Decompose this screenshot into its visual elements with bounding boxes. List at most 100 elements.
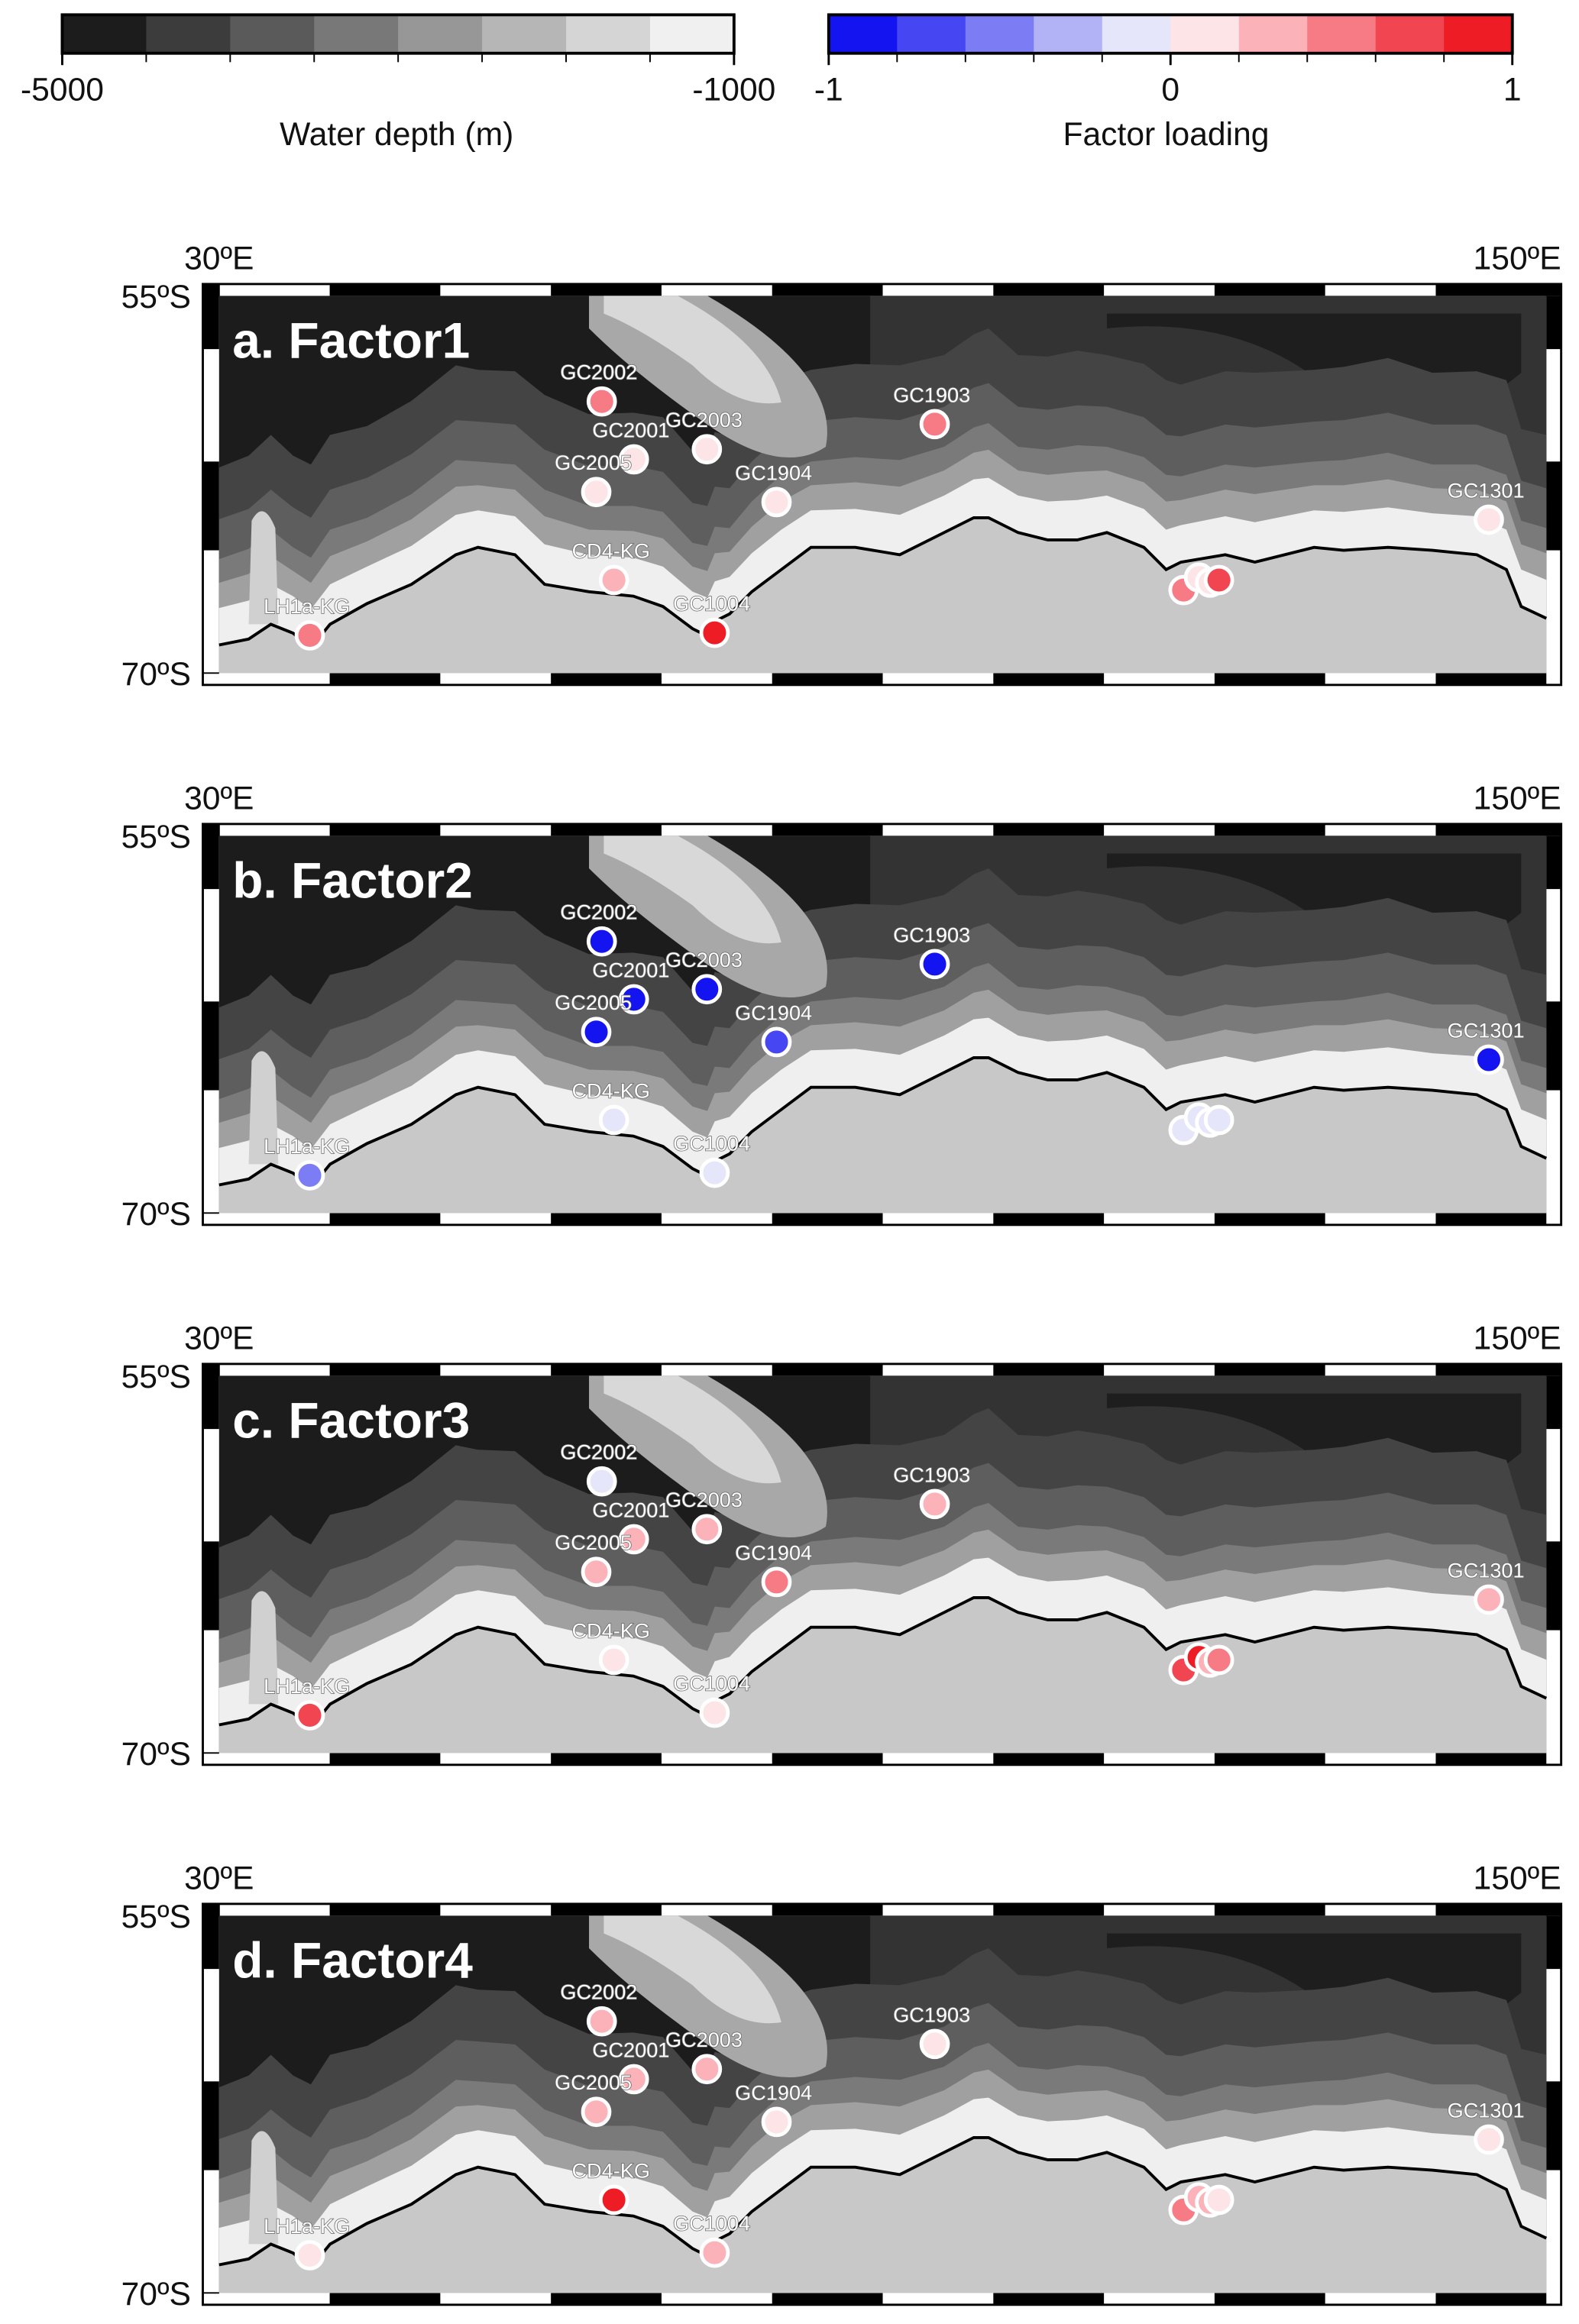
station-marker bbox=[598, 1644, 629, 1676]
colorbar-frame bbox=[60, 13, 736, 55]
station-marker bbox=[761, 486, 792, 518]
peninsula bbox=[248, 511, 279, 625]
panel-title: a. Factor1 bbox=[232, 312, 470, 369]
x-tick-label: 30ºE bbox=[184, 241, 254, 277]
station-marker bbox=[691, 434, 723, 465]
station-label: GC2001 bbox=[592, 2038, 669, 2061]
frame-segment bbox=[1546, 296, 1561, 350]
station-label: GC1004 bbox=[673, 1672, 750, 1695]
frame-segment bbox=[1546, 1001, 1561, 1091]
frame-segment bbox=[772, 1363, 883, 1376]
frame-segment bbox=[329, 1903, 441, 1916]
station-marker bbox=[699, 1157, 730, 1188]
frame-segment bbox=[772, 823, 883, 836]
station-marker bbox=[1203, 2184, 1234, 2216]
station-label: GC2002 bbox=[560, 1440, 637, 1464]
frame-segment bbox=[202, 2081, 219, 2170]
frame-segment bbox=[1546, 283, 1561, 296]
coastline bbox=[218, 2136, 1548, 2271]
station-marker bbox=[691, 2054, 723, 2085]
station-marker bbox=[598, 564, 629, 596]
x-tick-label: 150ºE bbox=[1474, 1320, 1561, 1357]
station-marker bbox=[581, 1017, 612, 1048]
station-label: GC1904 bbox=[735, 461, 812, 484]
panel-title: c. Factor3 bbox=[232, 1392, 470, 1449]
colorbar-bin bbox=[314, 15, 399, 53]
coastline bbox=[218, 1056, 1548, 1191]
station-label: GC2001 bbox=[592, 1498, 669, 1521]
station-label: LH1a-KG bbox=[264, 594, 350, 618]
colorbar-bin bbox=[1444, 15, 1513, 53]
station-label: LH1a-KG bbox=[264, 2214, 350, 2238]
frame-segment bbox=[1214, 2293, 1325, 2305]
frame-segment bbox=[1435, 673, 1547, 685]
station-marker bbox=[1203, 1644, 1234, 1676]
frame-segment bbox=[551, 673, 662, 685]
x-tick-label: 30ºE bbox=[184, 781, 254, 817]
frame-segment bbox=[1435, 1903, 1547, 1916]
station-marker bbox=[586, 1466, 617, 1497]
frame-segment bbox=[202, 823, 219, 836]
frame-segment bbox=[993, 2293, 1105, 2305]
station-marker bbox=[1474, 1044, 1504, 1075]
frame-segment bbox=[993, 1903, 1105, 1916]
colorbar-tick-label: 1 bbox=[1503, 72, 1522, 108]
x-tick-label: 30ºE bbox=[184, 1860, 254, 1897]
frame-segment bbox=[1214, 673, 1325, 685]
frame-segment bbox=[329, 2293, 441, 2305]
station-marker bbox=[919, 409, 950, 440]
frame-segment bbox=[1546, 2081, 1561, 2170]
colorbar-bin bbox=[1238, 15, 1308, 53]
frame-segment bbox=[772, 1903, 883, 1916]
frame-segment bbox=[1546, 1363, 1561, 1376]
frame-segment bbox=[993, 283, 1105, 296]
colorbar-bin bbox=[482, 15, 567, 53]
colorbar-bin bbox=[566, 15, 651, 53]
station-label: CD4-KG bbox=[572, 1078, 650, 1102]
frame-segment bbox=[551, 2293, 662, 2305]
station-label: GC2002 bbox=[560, 360, 637, 384]
station-marker bbox=[1203, 564, 1234, 596]
frame-segment bbox=[1546, 1375, 1561, 1430]
y-tick-label: 55ºS bbox=[121, 1359, 191, 1395]
peninsula bbox=[248, 1591, 279, 1705]
colorbar-tick-label: -1 bbox=[814, 72, 843, 108]
frame-segment bbox=[772, 673, 883, 685]
station-label: GC2003 bbox=[665, 948, 743, 971]
station-marker bbox=[761, 2106, 792, 2138]
station-label: GC2003 bbox=[665, 408, 743, 432]
station-label: GC1903 bbox=[893, 923, 970, 946]
station-marker bbox=[691, 1514, 723, 1545]
frame-segment bbox=[1214, 1213, 1325, 1225]
station-marker bbox=[618, 2064, 649, 2095]
station-label: GC1004 bbox=[673, 1132, 750, 1156]
station-marker bbox=[1474, 504, 1504, 535]
frame-segment bbox=[329, 283, 441, 296]
station-marker bbox=[294, 1700, 325, 1731]
station-marker bbox=[691, 974, 723, 1005]
frame-segment bbox=[1435, 1753, 1547, 1765]
y-tick-label: 70ºS bbox=[121, 656, 191, 693]
kerguelen-top bbox=[603, 1915, 781, 2024]
station-marker bbox=[761, 1566, 792, 1598]
frame-segment bbox=[202, 1541, 219, 1631]
colorbar-bin bbox=[1375, 15, 1445, 53]
station-label: GC1904 bbox=[735, 1540, 812, 1564]
colorbar-bin bbox=[62, 15, 147, 53]
station-label: GC2001 bbox=[592, 958, 669, 981]
station-marker bbox=[294, 1160, 325, 1191]
station-label: GC1903 bbox=[893, 1463, 970, 1486]
frame-segment bbox=[1546, 1903, 1561, 1916]
frame-segment bbox=[1435, 2293, 1547, 2305]
station-marker bbox=[581, 477, 612, 508]
frame-segment bbox=[202, 1375, 219, 1430]
panel-title: d. Factor4 bbox=[232, 1932, 473, 1989]
frame-segment bbox=[329, 1213, 441, 1225]
station-label: GC2005 bbox=[555, 451, 632, 474]
frame-segment bbox=[329, 673, 441, 685]
kerguelen-top bbox=[603, 836, 781, 944]
